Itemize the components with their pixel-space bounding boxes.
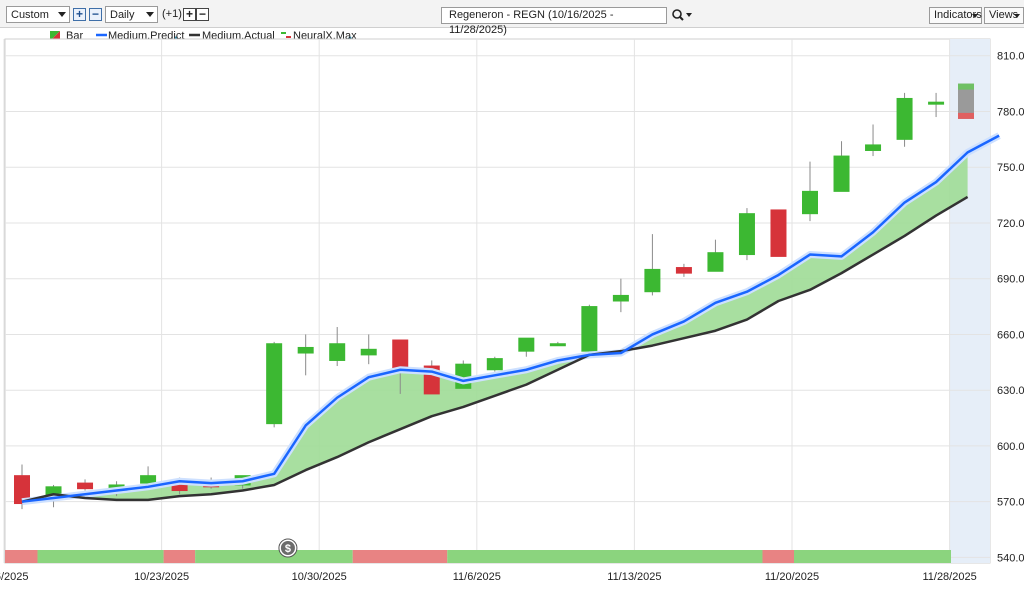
candle-body <box>392 339 409 369</box>
x-tick-label: 10/23/2025 <box>134 571 189 583</box>
series-line-predict <box>21 134 1000 503</box>
chevron-down-icon <box>1014 14 1020 18</box>
candle-body <box>581 306 598 352</box>
period-select[interactable]: Custom <box>6 6 70 23</box>
y-tick-label: 570.00 <box>997 497 1024 509</box>
indicators-button[interactable]: Indicators <box>929 7 982 24</box>
candle-body <box>360 348 377 356</box>
series-line-actual <box>21 195 969 503</box>
y-tick-label: 780.00 <box>997 106 1024 118</box>
offset-increase-button[interactable]: + <box>183 8 196 21</box>
plot-area <box>4 38 991 564</box>
dollar-signal-label: $ <box>285 543 291 555</box>
y-tick-label: 630.00 <box>997 385 1024 397</box>
x-tick-label: 11/6/2025 <box>453 571 501 583</box>
candle-body <box>896 97 913 140</box>
candle-body <box>802 190 818 215</box>
signal-segment <box>794 550 951 563</box>
interval-select-value: Daily <box>110 9 135 21</box>
chevron-down-icon <box>972 14 978 18</box>
signal-segment <box>762 550 794 563</box>
legend-label-neuralx: NeuralX.Max <box>293 30 357 42</box>
predict-glow <box>21 132 1001 506</box>
signal-segment <box>447 550 763 563</box>
y-tick-label: 720.00 <box>997 218 1024 230</box>
candle-body <box>329 343 346 361</box>
legend-label-bar: Bar <box>66 30 84 42</box>
offset-label: (+1) <box>162 8 182 20</box>
chart-title[interactable]: Regeneron - REGN (10/16/2025 - 11/28/202… <box>441 7 667 36</box>
period-select-value: Custom <box>11 9 49 21</box>
candle-body <box>423 365 440 395</box>
candle-body <box>266 343 283 425</box>
candle-body <box>203 482 220 488</box>
y-tick-label: 600.00 <box>997 441 1024 453</box>
signal-segment <box>352 550 448 563</box>
candle-body <box>865 144 882 151</box>
candle-body <box>77 482 94 490</box>
dollar-signal-icon <box>278 538 298 558</box>
chevron-down-icon <box>146 12 154 17</box>
candle-body <box>45 486 62 501</box>
offset-decrease-button[interactable]: − <box>196 8 209 21</box>
y-tick-label: 810.00 <box>997 51 1024 63</box>
signal-segment <box>195 550 353 563</box>
y-tick-label: 540.00 <box>997 552 1024 564</box>
neuralx-icon <box>281 32 291 38</box>
candle-body <box>455 363 472 389</box>
indicators-label: Indicators <box>934 9 982 21</box>
y-tick-label: 660.00 <box>997 329 1024 341</box>
chart-toolbar: Custom + − Daily (+1) + − Regeneron - RE… <box>0 0 1024 36</box>
signal-segment <box>37 550 164 563</box>
signal-segment <box>5 550 38 563</box>
legend-label-predict: Medium.Predict <box>108 30 185 42</box>
x-tick-label: 11/28/2025 <box>922 571 976 583</box>
signal-segment <box>163 550 196 563</box>
candle-body <box>549 343 566 347</box>
interval-select[interactable]: Daily <box>105 6 158 23</box>
candle-body <box>833 155 850 192</box>
predict-actual-band <box>22 152 968 502</box>
candle-body <box>707 252 724 272</box>
x-tick-label: 11/20/2025 <box>765 571 819 583</box>
candle-body <box>140 475 157 484</box>
views-label: Views <box>989 9 1019 21</box>
neuralx-forecast-bottom <box>958 112 974 119</box>
candle-body <box>171 480 188 492</box>
candle-body <box>612 294 629 302</box>
candle-body <box>297 346 314 354</box>
chevron-down-icon <box>58 12 66 17</box>
candle-body <box>928 101 945 105</box>
candle-body <box>518 337 535 352</box>
y-tick-label: 750.00 <box>997 162 1024 174</box>
dollar-signal-icon-inner <box>280 541 295 555</box>
candle-body <box>14 475 30 505</box>
forecast-zone <box>950 39 990 563</box>
zoom-in-button[interactable]: + <box>73 8 86 21</box>
candle-body <box>108 484 125 493</box>
candle-body <box>738 213 755 256</box>
legend-bar-icon <box>50 31 60 41</box>
y-tick-label: 690.00 <box>997 274 1024 286</box>
candle-body <box>234 475 251 486</box>
candle-body <box>644 268 661 293</box>
neuralx-forecast <box>958 83 974 119</box>
x-tick-label: 11/13/2025 <box>607 571 661 583</box>
zoom-out-button[interactable]: − <box>89 8 102 21</box>
legend-label-actual: Medium.Actual <box>202 30 275 42</box>
candle-body <box>486 358 503 371</box>
neuralx-forecast-top <box>958 83 974 90</box>
candle-body <box>770 209 787 257</box>
candle-body <box>675 267 692 274</box>
x-tick-label: 10/30/2025 <box>292 571 347 583</box>
search-icon[interactable] <box>671 8 695 22</box>
views-button[interactable]: Views <box>984 7 1024 24</box>
x-tick-label: 0/16/2025 <box>0 571 28 583</box>
